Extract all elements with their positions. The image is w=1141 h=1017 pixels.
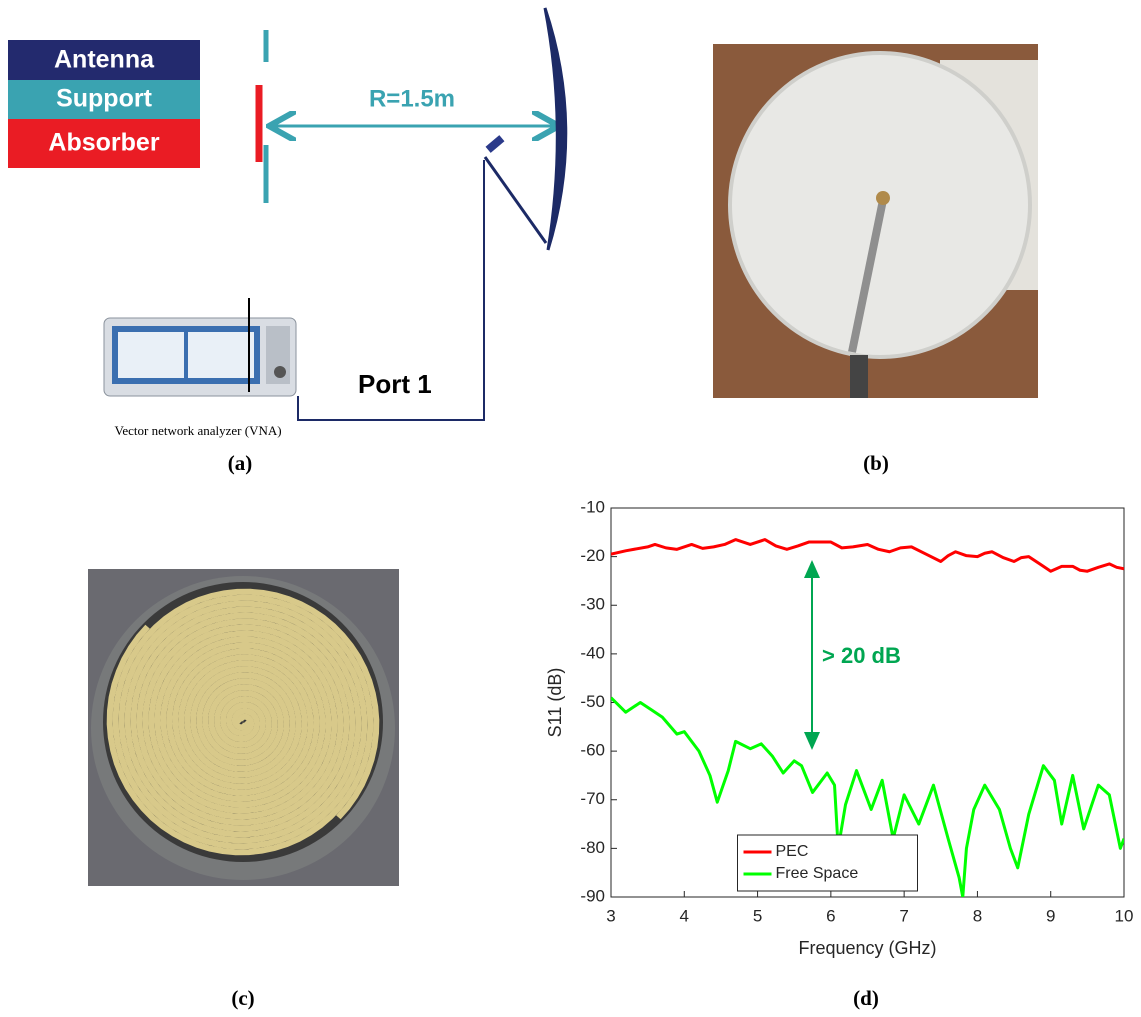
x-tick-label: 10 bbox=[1115, 906, 1134, 925]
mast bbox=[850, 355, 868, 398]
feed bbox=[485, 135, 505, 153]
y-tick-label: -40 bbox=[580, 643, 605, 662]
x-tick-label: 5 bbox=[753, 906, 762, 925]
legend-label: Free Space bbox=[776, 865, 859, 882]
legend-swatch bbox=[8, 80, 200, 119]
series-line bbox=[611, 538, 1124, 573]
panel-label: (a) bbox=[228, 451, 253, 475]
series-line bbox=[611, 696, 1124, 897]
plot-area bbox=[610, 507, 1125, 898]
x-tick-label: 8 bbox=[973, 906, 982, 925]
panel-label: (c) bbox=[231, 986, 254, 1010]
dish bbox=[543, 7, 568, 251]
cable bbox=[297, 160, 485, 421]
y-tick-label: -90 bbox=[580, 886, 605, 905]
vna-knob bbox=[274, 366, 286, 378]
vna-screen bbox=[118, 332, 184, 378]
x-tick-label: 9 bbox=[1046, 906, 1055, 925]
feed bbox=[876, 191, 890, 205]
x-tick-label: 6 bbox=[826, 906, 835, 925]
vna-screen bbox=[188, 332, 254, 378]
chart: -90 -80 -70 -60 -50 -40 -30 -20 -10 3 4 5 6 7 8 9 10 Freq… bbox=[545, 497, 1134, 957]
legend-label: PEC bbox=[776, 843, 809, 860]
legend-swatch bbox=[8, 40, 200, 80]
feed-arm bbox=[848, 199, 887, 353]
port-label: Port 1 bbox=[358, 369, 432, 399]
y-tick-label: -30 bbox=[580, 595, 605, 614]
y-axis-label: S11 (dB) bbox=[545, 668, 565, 738]
panel-label: (b) bbox=[863, 451, 889, 475]
legend-swatch bbox=[8, 119, 200, 168]
x-tick-label: 3 bbox=[606, 906, 615, 925]
spiral bbox=[106, 588, 380, 856]
vna-caption: Vector network analyzer (VNA) bbox=[114, 423, 281, 438]
y-tick-label: -50 bbox=[580, 692, 605, 711]
feed-arm bbox=[483, 156, 548, 244]
annotation: > 20 dB bbox=[822, 643, 901, 668]
panel-label: (d) bbox=[853, 986, 879, 1010]
y-tick-label: -10 bbox=[580, 497, 605, 516]
y-tick-label: -80 bbox=[580, 838, 605, 857]
distance-label: R=1.5m bbox=[369, 85, 455, 112]
y-tick-label: -70 bbox=[580, 789, 605, 808]
legend-text: Support bbox=[56, 85, 152, 113]
x-axis-label: Frequency (GHz) bbox=[798, 938, 936, 958]
y-tick-label: -60 bbox=[580, 741, 605, 760]
y-tick-label: -20 bbox=[580, 546, 605, 565]
x-tick-label: 7 bbox=[899, 906, 908, 925]
legend-text: Antenna bbox=[54, 46, 155, 74]
x-tick-label: 4 bbox=[680, 906, 689, 925]
legend-box bbox=[737, 834, 918, 892]
legend-text: Absorber bbox=[48, 129, 159, 157]
